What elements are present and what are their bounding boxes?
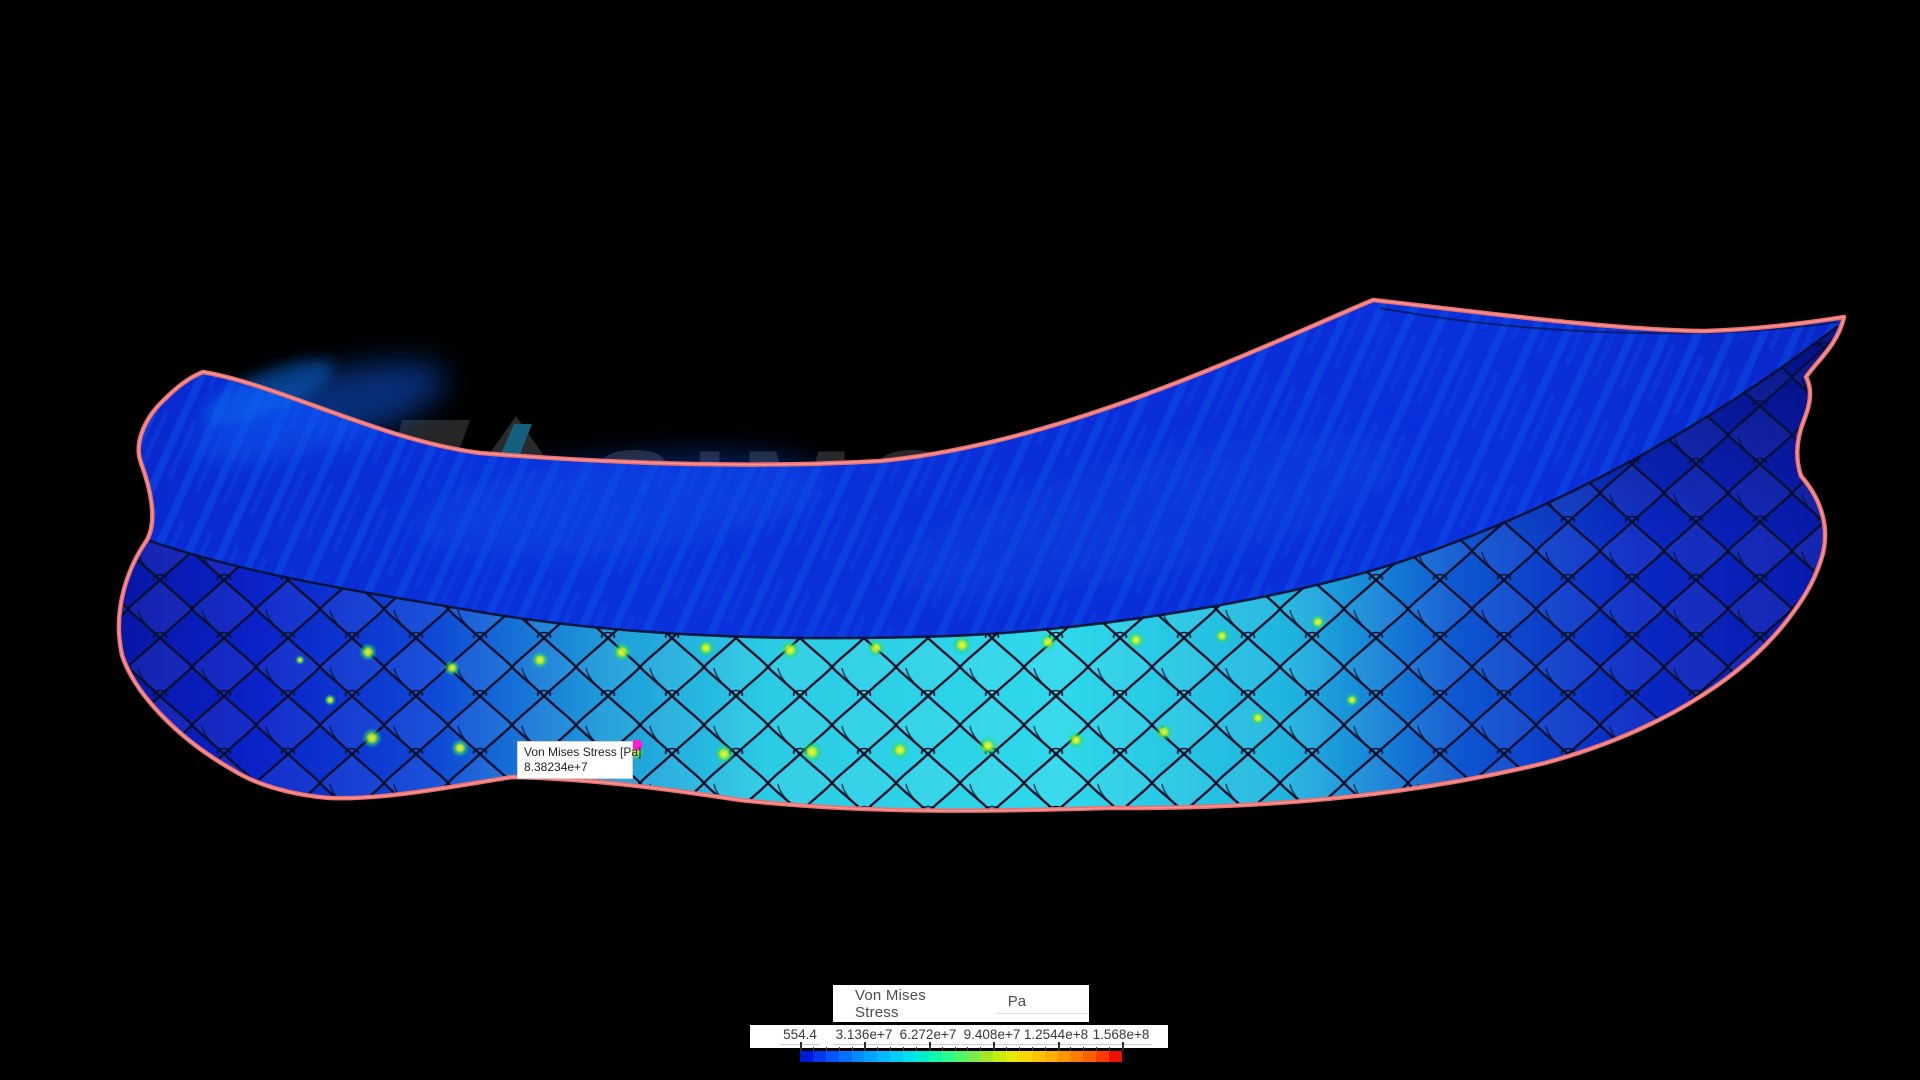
- colorbar-tick: [800, 1042, 802, 1051]
- legend-tick-value[interactable]: 9.408e+7: [960, 1027, 1024, 1045]
- colorbar-tick: [993, 1042, 996, 1051]
- colorbar-tick: [1044, 1047, 1046, 1051]
- colorbar-segment: [1083, 1051, 1097, 1062]
- colorbar-segment: [1109, 1051, 1122, 1062]
- colorbar-segment: [877, 1051, 891, 1062]
- colorbar-tick: [954, 1047, 956, 1051]
- colorbar-segment: [864, 1051, 878, 1062]
- color-scale-bar: [800, 1051, 1122, 1062]
- colorbar-tick: [941, 1047, 943, 1051]
- colorbar-tick: [980, 1047, 982, 1051]
- colorbar-tick: [967, 1047, 969, 1051]
- colorbar-tick: [1122, 1042, 1124, 1051]
- legend-tick-value[interactable]: 3.136e+7: [832, 1027, 896, 1045]
- colorbar-segment: [967, 1051, 981, 1062]
- colorbar-tick: [838, 1047, 840, 1051]
- colorbar-segment: [1070, 1051, 1084, 1062]
- legend-tick-value[interactable]: 6.272e+7: [896, 1027, 960, 1045]
- colorbar-segment: [851, 1051, 865, 1062]
- colorbar-tick: [890, 1047, 892, 1051]
- colorbar-segment: [1057, 1051, 1071, 1062]
- colorbar-tick: [1096, 1047, 1098, 1051]
- colorbar-segment: [993, 1051, 1006, 1062]
- colorbar-tick: [877, 1047, 879, 1051]
- colorbar-tick: [915, 1047, 917, 1051]
- colorbar-segment: [1018, 1051, 1032, 1062]
- colorbar-tick: [928, 1042, 931, 1051]
- colorbar-tick: [1057, 1042, 1060, 1051]
- colorbar-segment: [1044, 1051, 1058, 1062]
- colorbar-segment: [903, 1051, 916, 1062]
- colorbar-segment: [954, 1051, 968, 1062]
- colorbar-segment: [812, 1051, 826, 1062]
- probe-tooltip-label: Von Mises Stress [Pa]: [524, 745, 642, 759]
- colorbar-segment: [1031, 1051, 1045, 1062]
- colorbar-segment: [1096, 1051, 1109, 1062]
- midsole-model: [116, 297, 1847, 813]
- legend-values-bar: 554.4 3.136e+7 6.272e+7 9.408e+7 1.2544e+8 1.…: [750, 1025, 1168, 1048]
- colorbar-tick: [851, 1047, 853, 1051]
- colorbar-segment: [980, 1051, 994, 1062]
- legend-unit-field[interactable]: Pa: [995, 993, 1089, 1014]
- colorbar-segment: [915, 1051, 929, 1062]
- colorbar-tick: [1109, 1047, 1111, 1051]
- colorbar-segment: [890, 1051, 903, 1062]
- colorbar-ticks: [800, 1042, 1124, 1051]
- colorbar-tick: [1083, 1047, 1085, 1051]
- legend-tick-value[interactable]: 1.568e+8: [1089, 1027, 1153, 1045]
- legend-title: Von Mises Stress: [855, 986, 926, 1021]
- legend-title-box: Von Mises Stress Pa: [833, 985, 1089, 1022]
- colorbar-tick: [825, 1047, 827, 1051]
- colorbar-segment: [838, 1051, 852, 1062]
- legend-tick-value[interactable]: 1.2544e+8: [1020, 1027, 1092, 1045]
- probe-tooltip: Von Mises Stress [Pa] 8.38234e+7: [517, 741, 642, 779]
- colorbar-tick: [1070, 1047, 1072, 1051]
- colorbar-segment: [1006, 1051, 1019, 1062]
- colorbar-segment: [928, 1051, 942, 1062]
- colorbar-tick: [1006, 1047, 1008, 1051]
- stress-hotspots: [295, 614, 1359, 764]
- colorbar-tick: [1018, 1047, 1020, 1051]
- colorbar-tick: [864, 1042, 867, 1051]
- probe-tooltip-value: 8.38234e+7: [524, 760, 588, 774]
- colorbar-segment: [825, 1051, 839, 1062]
- colorbar-tick: [903, 1047, 905, 1051]
- colorbar-tick: [812, 1047, 814, 1051]
- colorbar-tick: [1031, 1047, 1033, 1051]
- colorbar-segment: [941, 1051, 955, 1062]
- probe-point-marker: [631, 739, 643, 751]
- colorbar-segment: [800, 1051, 813, 1062]
